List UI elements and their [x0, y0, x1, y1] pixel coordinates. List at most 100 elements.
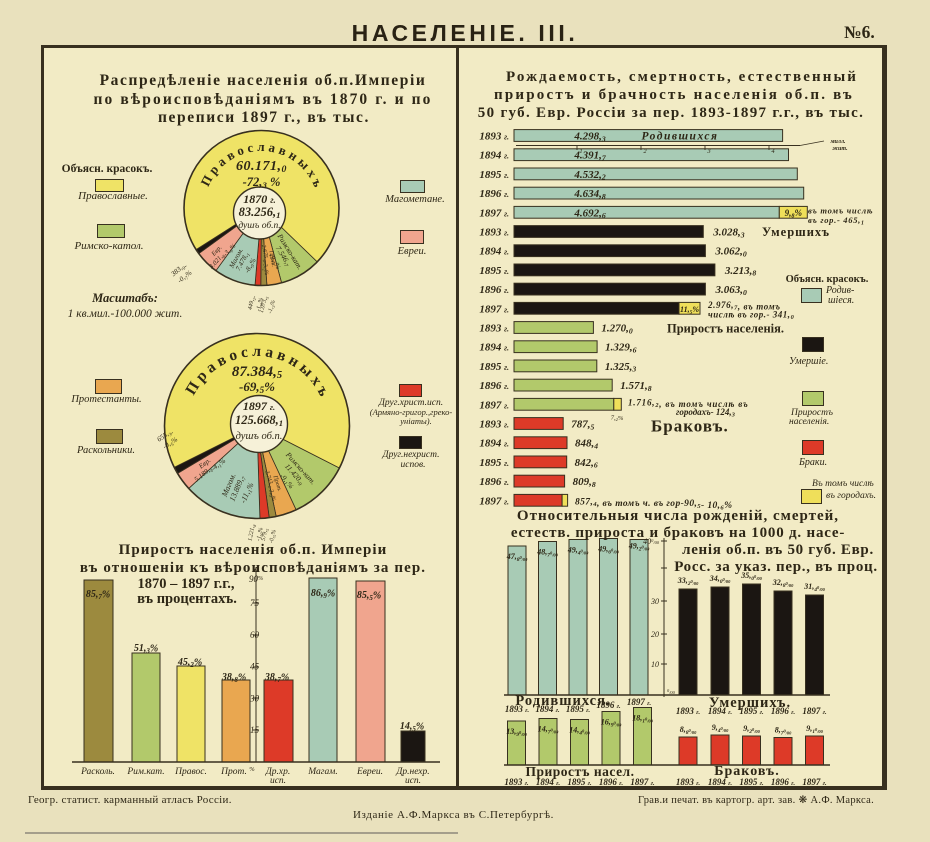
svg-text:1896 г.: 1896 г.: [479, 284, 509, 296]
svg-text:исп.: исп.: [405, 776, 421, 786]
svg-text:1.329,6: 1.329,6: [605, 342, 637, 355]
svg-text:1895 г.: 1895 г.: [479, 265, 509, 277]
svg-text:въ гор.- 465,1: въ гор.- 465,1: [808, 215, 865, 227]
svg-text:14,40/00: 14,40/00: [569, 726, 590, 737]
svg-text:45: 45: [250, 662, 260, 672]
svg-text:1894 г.: 1894 г.: [479, 438, 509, 450]
svg-text:9,20/00: 9,20/00: [743, 724, 760, 735]
svg-text:1897 г.: 1897 г.: [243, 399, 275, 413]
svg-text:9,8%: 9,8%: [785, 208, 803, 220]
svg-text:1897 г.: 1897 г.: [802, 706, 827, 716]
svg-text:душъ об.п.: душъ об.п.: [238, 220, 280, 231]
svg-text:1895 г.: 1895 г.: [567, 777, 592, 787]
svg-text:48,70/00: 48,70/00: [536, 548, 558, 559]
svg-text:16,90/00: 16,90/00: [601, 718, 622, 729]
svg-text:1893 г.: 1893 г.: [479, 419, 509, 431]
svg-text:4.298,3: 4.298,3: [573, 131, 606, 144]
svg-text:34,00/00: 34,00/00: [709, 574, 731, 585]
svg-text:3.213,8: 3.213,8: [724, 265, 757, 278]
svg-text:18,10/00: 18,10/00: [632, 714, 653, 725]
svg-text:842,6: 842,6: [575, 457, 598, 470]
svg-text:3.063,0: 3.063,0: [714, 284, 747, 297]
svg-text:1893 г.: 1893 г.: [479, 323, 509, 335]
svg-text:125.668,1: 125.668,1: [235, 413, 283, 428]
svg-text:30: 30: [650, 597, 659, 606]
svg-text:83.256,1: 83.256,1: [239, 205, 281, 220]
svg-text:1893 г.: 1893 г.: [504, 777, 529, 787]
svg-text:4.391,7: 4.391,7: [573, 150, 607, 163]
svg-text:1894 г.: 1894 г.: [479, 246, 509, 258]
svg-text:7,2%: 7,2%: [611, 414, 624, 422]
svg-text:1896 г.: 1896 г.: [596, 700, 621, 710]
svg-text:33,20/00: 33,20/00: [677, 576, 699, 587]
svg-text:1.571,8: 1.571,8: [620, 380, 652, 393]
svg-text:8,80/00: 8,80/00: [680, 725, 697, 736]
svg-text:1897 г.: 1897 г.: [479, 399, 509, 411]
svg-text:4.532,2: 4.532,2: [573, 169, 606, 182]
svg-text:4.692,6: 4.692,6: [573, 207, 606, 220]
svg-text:въ томъ числѣ: въ томъ числѣ: [808, 205, 873, 215]
svg-text:579,5-0,5%: 579,5-0,5%: [261, 528, 279, 544]
svg-text:30: 30: [249, 693, 260, 703]
svg-text:4.634,8: 4.634,8: [573, 188, 606, 201]
svg-text:1893 г.: 1893 г.: [479, 227, 509, 239]
svg-text:1895 г.: 1895 г.: [479, 457, 509, 469]
svg-text:жит.: жит.: [832, 146, 848, 152]
svg-text:11,5%: 11,5%: [680, 305, 699, 316]
svg-text:85,7%: 85,7%: [86, 589, 110, 601]
svg-text:383,9--0,7%: 383,9--0,7%: [169, 261, 196, 288]
svg-text:75: 75: [250, 598, 260, 608]
svg-text:400/00: 400/00: [643, 537, 660, 546]
svg-text:49,20/00: 49,20/00: [628, 542, 650, 553]
svg-text:1895 г.: 1895 г.: [566, 704, 591, 714]
svg-text:51,3%: 51,3%: [134, 643, 158, 655]
svg-text:исп.: исп.: [270, 776, 286, 786]
svg-text:3.062,0: 3.062,0: [714, 246, 747, 259]
svg-text:городахъ- 124,3: городахъ- 124,3: [676, 407, 735, 419]
svg-text:857,4, въ томъ ч. въ гор-90,5-: 857,4, въ томъ ч. въ гор-90,5- 10,6%: [575, 497, 732, 511]
svg-text:Прот.: Прот.: [220, 767, 247, 777]
svg-text:Приростъ населенія.: Приростъ населенія.: [667, 322, 784, 336]
svg-text:86,9%: 86,9%: [311, 588, 335, 600]
svg-text:60: 60: [250, 630, 260, 640]
svg-text:1896 г.: 1896 г.: [479, 476, 509, 488]
svg-text:Евреи.: Евреи.: [356, 767, 383, 777]
svg-text:85,5%: 85,5%: [357, 590, 381, 602]
svg-text:10: 10: [651, 660, 659, 669]
svg-text:31,40/00: 31,40/00: [803, 582, 825, 593]
svg-text:1893 г.: 1893 г.: [479, 131, 509, 143]
svg-text:2: 2: [643, 148, 647, 155]
svg-text:449,2--1,0%: 449,2--1,0%: [247, 295, 266, 313]
svg-text:1895 г.: 1895 г.: [479, 169, 509, 181]
svg-text:1894 г.: 1894 г.: [479, 342, 509, 354]
svg-text:Правос.: Правос.: [174, 767, 207, 777]
svg-text:1.073,5-1,3%: 1.073,5-1,3%: [259, 296, 278, 316]
svg-text:Др.хр.: Др.хр.: [265, 767, 291, 777]
svg-text:38,8%: 38,8%: [221, 672, 246, 684]
svg-text:Рим.кат.: Рим.кат.: [126, 767, 164, 777]
svg-text:1894 г.: 1894 г.: [536, 777, 561, 787]
svg-text:32,80/00: 32,80/00: [772, 578, 794, 589]
svg-text:47,80/00: 47,80/00: [506, 552, 528, 563]
svg-text:Родившихся: Родившихся: [642, 131, 719, 143]
svg-text:90%: 90%: [249, 574, 263, 584]
svg-text:787,5: 787,5: [571, 419, 594, 432]
svg-text:1896 г.: 1896 г.: [771, 777, 796, 787]
svg-text:Расколь.: Расколь.: [80, 767, 115, 777]
svg-text:1.221,8-1,0%: 1.221,8-1,0%: [248, 523, 266, 543]
svg-text:13,90/00: 13,90/00: [506, 727, 527, 738]
svg-text:милл.: милл.: [829, 139, 846, 145]
svg-text:9,10/00: 9,10/00: [806, 724, 823, 735]
svg-text:1897 г.: 1897 г.: [627, 697, 652, 707]
svg-text:14,5%: 14,5%: [400, 721, 424, 733]
svg-text:1895 г.: 1895 г.: [739, 777, 764, 787]
svg-text:1895 г.: 1895 г.: [739, 706, 764, 716]
svg-text:1895 г.: 1895 г.: [479, 361, 509, 373]
svg-text:-69,5%: -69,5%: [239, 379, 275, 395]
svg-text:9,40/00: 9,40/00: [712, 723, 729, 734]
svg-text:1894 г.: 1894 г.: [708, 777, 733, 787]
svg-text:1896 г.: 1896 г.: [771, 706, 796, 716]
svg-text:60.171,0: 60.171,0: [236, 159, 287, 175]
svg-text:Магам.: Магам.: [307, 767, 337, 777]
svg-text:1894 г.: 1894 г.: [708, 706, 733, 716]
